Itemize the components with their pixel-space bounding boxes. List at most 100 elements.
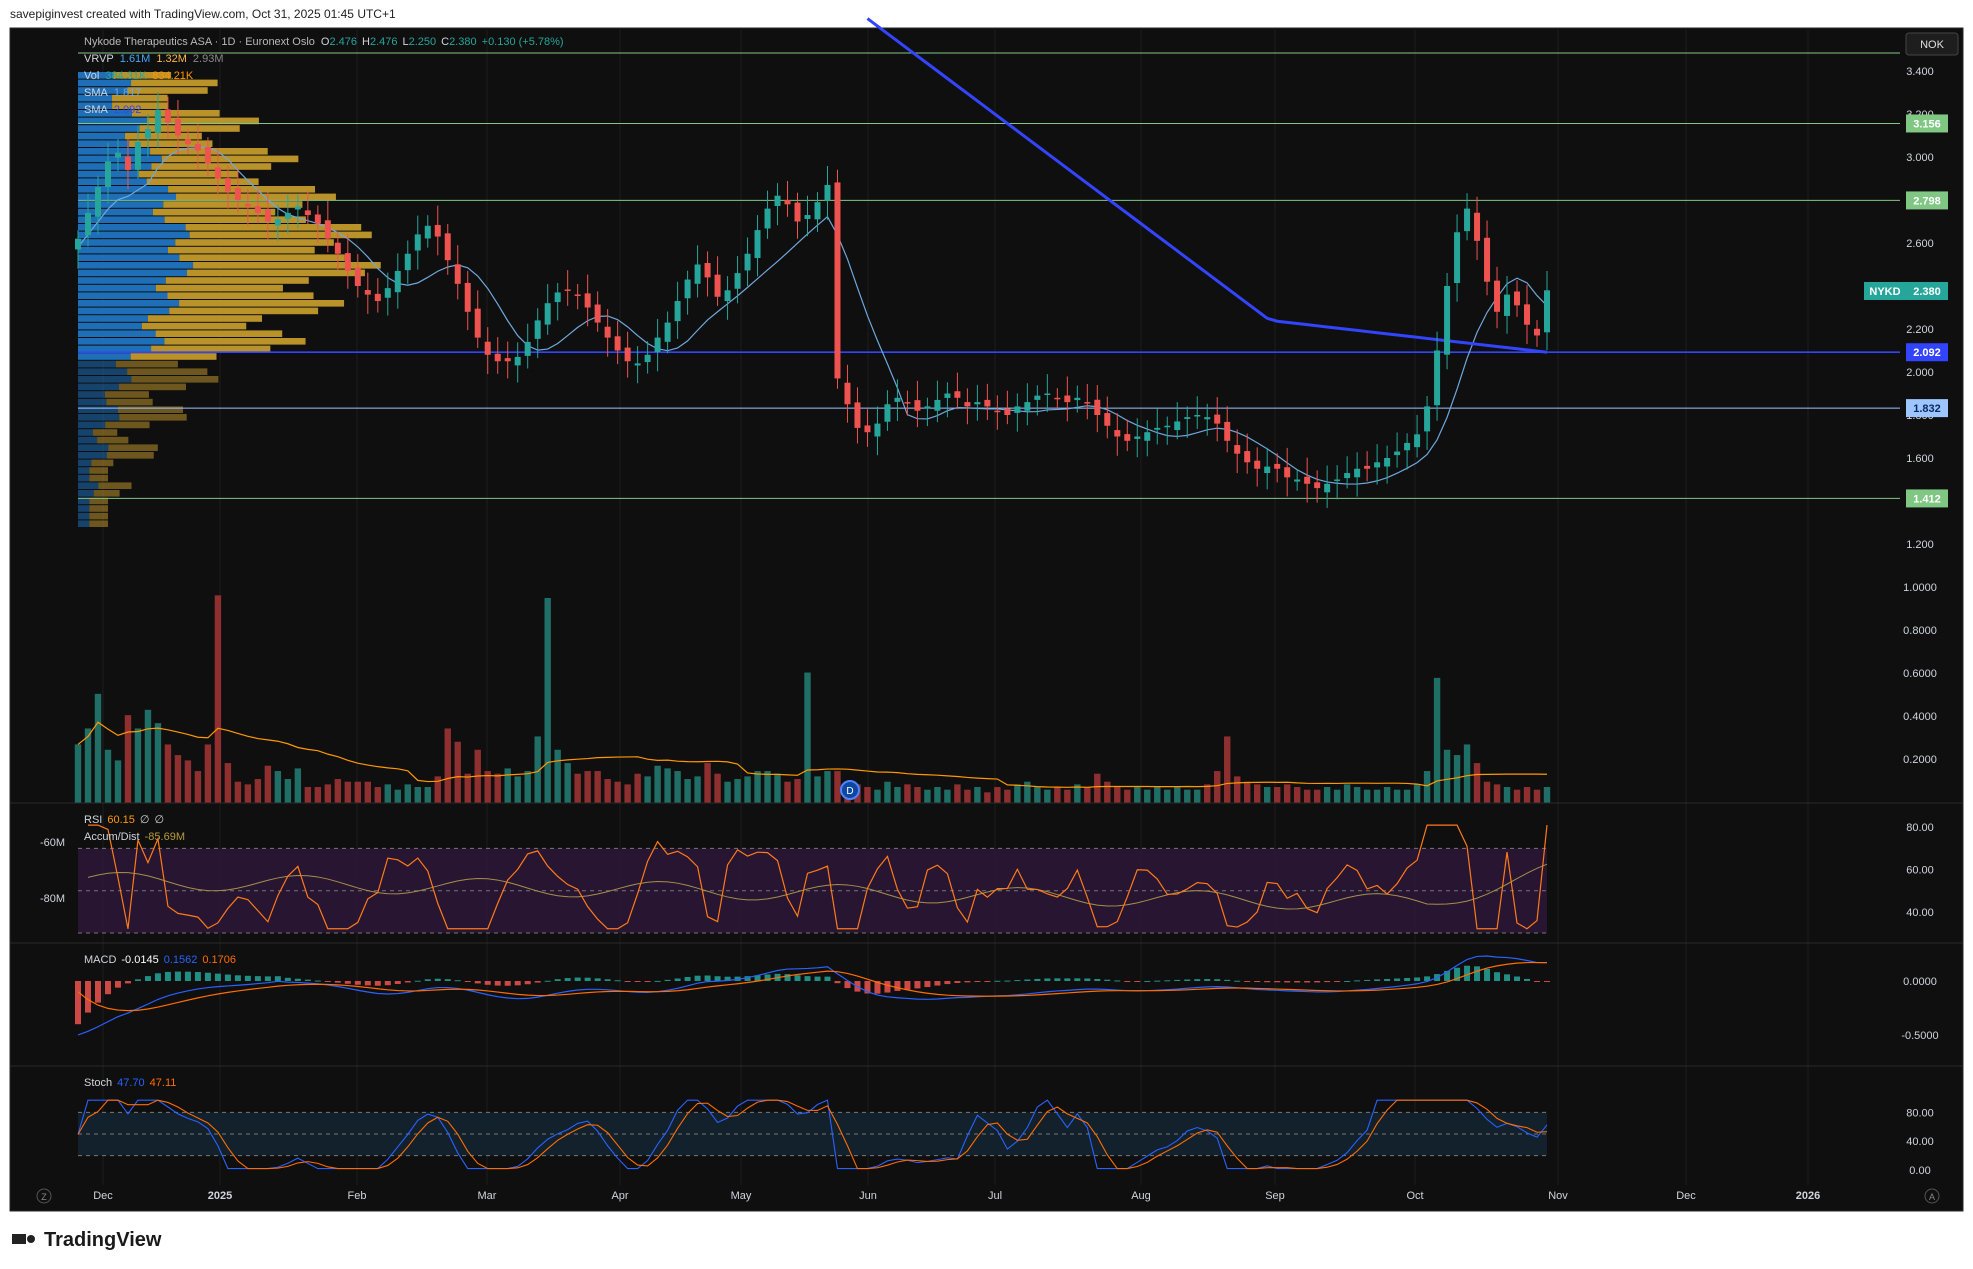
candle-body <box>304 210 311 216</box>
macd-histogram-bar <box>864 981 871 994</box>
volume-bar <box>814 776 821 803</box>
vrvp-buy-bar <box>78 497 90 505</box>
vrvp-buy-bar <box>78 338 165 345</box>
vrvp-sell-bar <box>168 186 316 193</box>
vrvp-sell-bar <box>89 520 108 527</box>
macd-histogram-bar <box>404 981 411 983</box>
volume-bar <box>204 744 212 803</box>
vrvp-buy-bar <box>78 231 190 239</box>
candle-body <box>174 119 181 136</box>
macd-histogram-bar <box>564 978 571 981</box>
vrvp-sell-bar <box>193 262 381 269</box>
candle-body <box>504 358 511 362</box>
vrvp-buy-bar <box>78 444 109 451</box>
macd-histogram-bar <box>1304 981 1311 983</box>
svg-text:A: A <box>1929 1192 1935 1202</box>
candle-body <box>684 279 691 299</box>
rsi-legend: RSI 60.15 ∅ ∅ Accum/Dist -85.69M -60M -80M <box>40 814 185 905</box>
macd-histogram-bar <box>1024 979 1031 981</box>
time-axis-tick: Nov <box>1548 1190 1568 1202</box>
level-price-label: 1.832 <box>1913 403 1941 415</box>
volume-bar <box>784 781 791 803</box>
vrvp-sell-bar <box>152 208 276 216</box>
volume-bar <box>914 787 921 803</box>
macd-histogram-bar <box>194 972 201 981</box>
macd-histogram-bar <box>464 981 471 982</box>
auto-scale-button[interactable]: A <box>1924 1188 1940 1204</box>
macd-histogram-bar <box>274 976 281 981</box>
candle-body <box>1484 237 1491 282</box>
volume-bar <box>1533 789 1541 803</box>
macd-histogram-bar <box>874 981 881 994</box>
vrvp-buy-bar <box>78 132 126 140</box>
tradingview-logo[interactable]: TradingView <box>12 1229 162 1251</box>
volume-bar <box>1523 787 1531 803</box>
vrvp-sell-bar <box>147 315 263 322</box>
last-price-badge: NYKD 2.380 <box>1864 282 1948 300</box>
candle-body <box>614 336 621 351</box>
volume-bar <box>284 779 292 803</box>
rsi-axis-tick: 60.00 <box>1906 865 1934 877</box>
time-axis-tick: 2026 <box>1796 1190 1820 1202</box>
horizontal-levels <box>78 52 1900 499</box>
vrvp-buy-bar <box>78 79 132 87</box>
macd-histogram-bar <box>1364 979 1371 981</box>
vrvp-buy-bar <box>78 512 90 520</box>
candle-body <box>674 301 681 322</box>
volume-bar <box>304 787 312 803</box>
candle-body <box>694 264 701 284</box>
candle-body <box>804 215 811 219</box>
time-axis: Dec 2025 Feb Mar Apr May Jun Jul Aug Sep Oct Nov Dec… <box>93 1190 1820 1202</box>
candle-body <box>1114 430 1121 437</box>
candle-body <box>1104 413 1111 426</box>
macd-histogram-bar <box>234 975 241 981</box>
volume-bar <box>394 789 401 803</box>
macd-histogram-bar <box>574 977 581 981</box>
candle-body <box>744 253 751 271</box>
candle-body <box>544 303 551 325</box>
volume-bar <box>1024 781 1031 803</box>
vrvp-sell-bar <box>127 368 208 375</box>
candle-body <box>944 393 951 398</box>
stoch-pane: 80.00 40.00 0.00 <box>77 1099 1934 1177</box>
vrvp-buy-bar <box>78 300 180 307</box>
macd-histogram-bar <box>1334 981 1341 982</box>
candle-body <box>704 263 711 278</box>
macd-signal-line <box>77 961 1548 1012</box>
vrvp-sell-bar <box>175 239 334 246</box>
volume-bar <box>1154 787 1161 803</box>
volume-bar <box>444 728 451 803</box>
macd-histogram-bar <box>1164 980 1171 982</box>
candle-body <box>1524 304 1531 325</box>
candle-body <box>194 143 201 151</box>
vrvp-sell-bar <box>146 178 259 185</box>
macd-histogram-bar <box>1484 968 1491 981</box>
volume-bar <box>584 771 591 803</box>
candle-body <box>1214 414 1221 424</box>
candle-body <box>1314 482 1321 489</box>
macd-histogram-bar <box>484 981 491 985</box>
macd-histogram-bar <box>444 979 451 981</box>
volume-bar <box>1323 787 1331 803</box>
candle-body <box>554 292 561 303</box>
scale-reset-button[interactable]: Z <box>36 1188 52 1204</box>
vrvp-buy-bar <box>78 330 156 337</box>
vrvp-buy-bar <box>78 376 132 383</box>
volume-bar <box>354 781 362 803</box>
vrvp-sell-bar <box>146 117 259 125</box>
macd-histogram-bar <box>554 979 561 981</box>
candle-body <box>454 264 461 284</box>
macd-histogram-bar <box>884 981 891 993</box>
volume-bar <box>1164 789 1171 803</box>
candle-body <box>1054 397 1061 400</box>
volume-bar <box>1413 784 1421 803</box>
dividend-event-marker[interactable]: D <box>840 780 860 800</box>
macd-histogram-bar <box>394 981 401 985</box>
candle-body <box>864 425 871 433</box>
currency-button[interactable]: NOK <box>1905 32 1959 56</box>
candle-body <box>494 353 501 362</box>
volume-bar <box>214 595 222 803</box>
volume-bar <box>164 744 172 803</box>
